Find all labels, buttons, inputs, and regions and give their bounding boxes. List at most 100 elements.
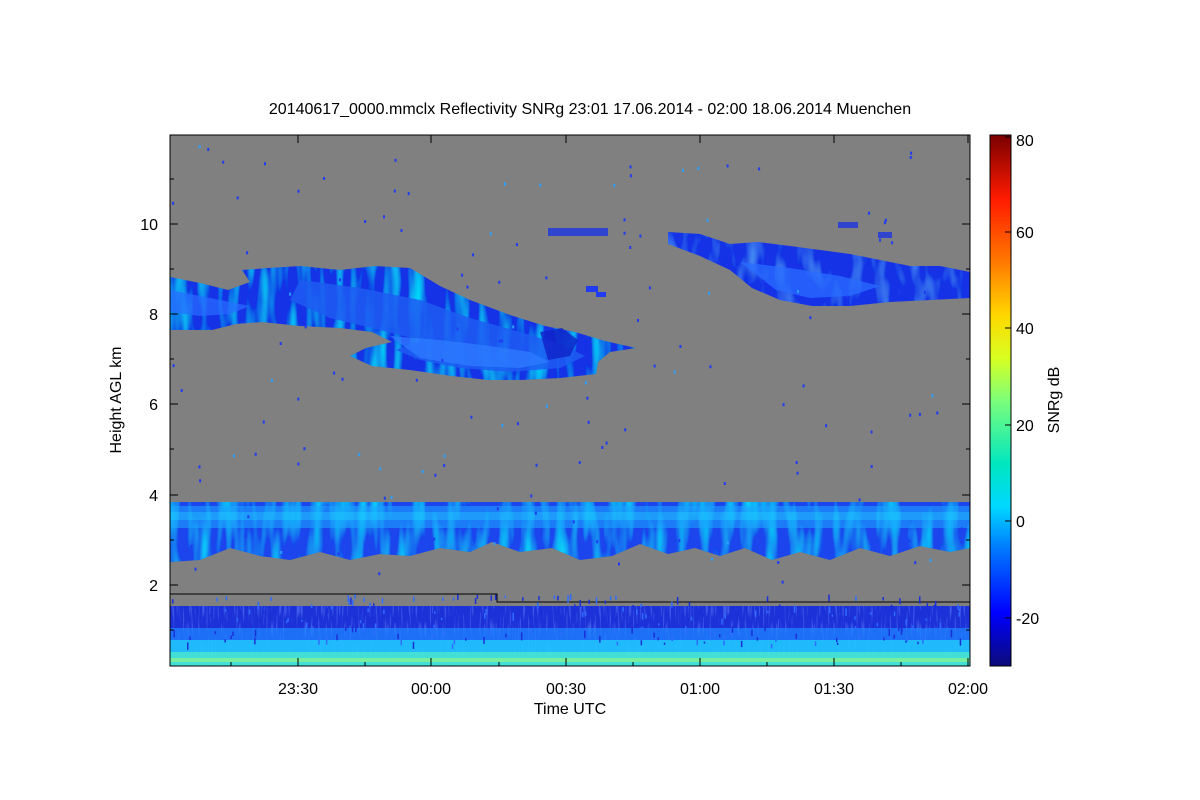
speckle — [703, 620, 706, 628]
speckle — [890, 604, 893, 610]
speckle — [766, 596, 769, 602]
speckle — [472, 253, 474, 257]
speckle — [855, 596, 857, 601]
speckle — [901, 623, 903, 632]
speckle — [496, 507, 499, 511]
speckle — [609, 596, 612, 601]
speckle — [535, 463, 538, 467]
speckle — [383, 215, 385, 219]
speckle — [323, 177, 326, 180]
speckle — [394, 158, 397, 162]
speckle — [337, 552, 340, 556]
speckle — [364, 220, 367, 223]
speckle — [421, 470, 424, 474]
speckle — [304, 325, 307, 329]
speckle — [341, 377, 344, 381]
speckle — [950, 621, 952, 626]
speckle — [383, 496, 386, 500]
speckle — [912, 625, 914, 632]
speckle — [764, 625, 766, 632]
colorbar-gradient — [989, 134, 1012, 667]
y-tick-label: 4 — [149, 488, 158, 505]
speckle — [615, 595, 617, 600]
speckle — [247, 515, 250, 519]
speckle — [958, 612, 960, 617]
speckle — [501, 424, 504, 427]
speckle — [605, 441, 608, 445]
speckle — [957, 604, 959, 610]
speckle — [194, 567, 197, 571]
speckle — [613, 183, 616, 187]
speckle — [433, 624, 435, 631]
speckle — [579, 600, 581, 607]
speckle — [172, 599, 174, 604]
colorbar-tick-label: 40 — [1016, 321, 1034, 338]
speckle — [637, 318, 639, 322]
speckle — [572, 520, 575, 524]
speckle — [431, 613, 433, 616]
speckle — [214, 631, 217, 635]
speckle — [639, 234, 642, 238]
speckle — [756, 637, 759, 641]
speckle — [280, 550, 283, 554]
speckle — [809, 316, 812, 320]
speckle — [561, 632, 563, 637]
speckle — [950, 629, 953, 638]
speckle — [728, 613, 730, 621]
speckle — [631, 627, 633, 634]
speckle — [470, 415, 473, 419]
speckle — [581, 612, 584, 618]
speckle — [452, 597, 455, 601]
speckle — [303, 447, 306, 451]
speckle — [539, 611, 541, 615]
speckle — [187, 642, 189, 650]
speckle — [287, 617, 289, 622]
speckle — [279, 342, 282, 345]
speckle — [709, 365, 712, 369]
speckle — [858, 633, 861, 640]
upper-cirrus-right — [668, 222, 970, 306]
speckle — [578, 461, 581, 465]
speckle — [254, 452, 257, 456]
speckle — [232, 631, 234, 637]
speckle — [919, 596, 921, 604]
speckle — [209, 614, 212, 617]
speckle — [440, 617, 443, 621]
speckle — [931, 394, 934, 398]
speckle — [461, 273, 464, 277]
speckle — [236, 618, 238, 622]
speckle — [264, 162, 266, 166]
speckle — [529, 629, 532, 635]
speckle — [306, 622, 308, 630]
speckle — [898, 626, 900, 631]
speckle — [224, 639, 226, 643]
speckle — [498, 621, 501, 628]
speckle — [262, 611, 265, 614]
speckle — [189, 636, 191, 641]
speckle — [697, 166, 700, 170]
upper-cirrus-left — [170, 228, 636, 380]
speckle — [708, 291, 711, 295]
speckle — [739, 624, 742, 629]
speckle — [893, 634, 895, 639]
speckle — [216, 597, 218, 602]
speckle — [505, 633, 507, 638]
speckle — [476, 594, 479, 599]
speckle — [595, 597, 598, 605]
speckle — [914, 561, 917, 565]
speckle — [616, 641, 619, 646]
speckle — [657, 637, 659, 641]
speckle — [588, 599, 590, 604]
speckle — [777, 611, 780, 619]
speckle — [640, 640, 643, 646]
speckle — [412, 641, 415, 649]
speckle — [367, 608, 369, 613]
speckle — [899, 598, 901, 605]
colorbar: -20 0 20 40 60 80 SNRg dB — [989, 133, 1063, 667]
speckle — [754, 610, 757, 617]
speckle — [443, 631, 445, 638]
speckle — [193, 613, 196, 621]
speckle — [688, 602, 691, 607]
x-tick-label: 23:30 — [278, 681, 318, 698]
speckle — [604, 600, 607, 604]
